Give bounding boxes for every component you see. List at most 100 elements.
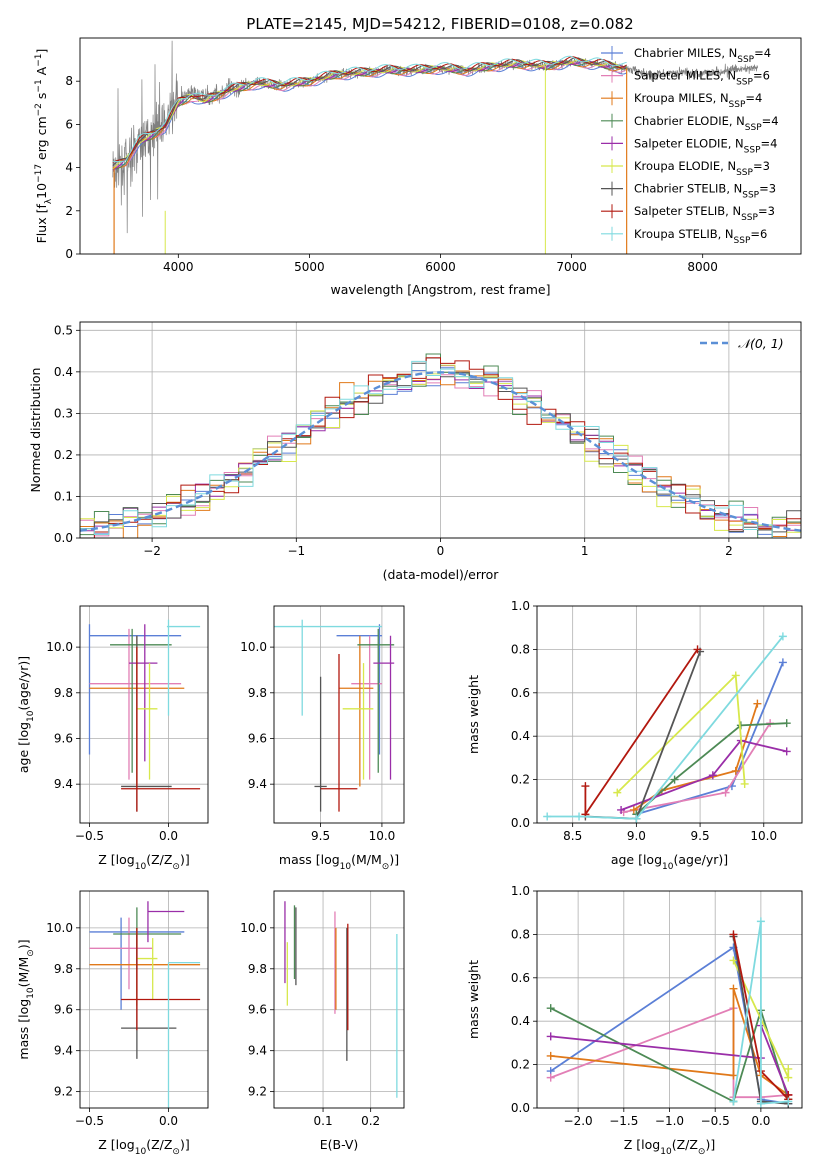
y-tick-label: 0.0 bbox=[54, 531, 73, 545]
x-tick-label: −0.5 bbox=[701, 1114, 730, 1128]
weight-marker bbox=[546, 1004, 555, 1013]
weight-marker bbox=[756, 1099, 765, 1108]
y-tick-label: 9.6 bbox=[54, 1003, 73, 1017]
weight-marker bbox=[613, 788, 622, 797]
data-point-chabrier-stelib bbox=[314, 676, 327, 812]
y-tick-label: 0.6 bbox=[511, 686, 530, 700]
y-tick-label: 9.8 bbox=[54, 962, 73, 976]
legend-entry: Salpeter MILES, NSSP=6 bbox=[634, 69, 770, 88]
x-tick-label: 9.0 bbox=[627, 829, 646, 843]
x-tick-label: −0.5 bbox=[75, 829, 104, 843]
y-tick-label: 8 bbox=[65, 74, 73, 88]
data-point-chabrier-miles bbox=[88, 624, 182, 755]
mass-vs-metallicity-panel: −0.5 0.0 9.2 9.4 9.6 9.8 10.0 Z [log10(Z/Z⊙)] ma… bbox=[16, 890, 209, 1157]
data-point-kroupa-miles bbox=[89, 927, 201, 1006]
weight-marker bbox=[729, 930, 738, 939]
y-tick-label: 0.0 bbox=[511, 816, 530, 830]
weight-marker bbox=[782, 719, 791, 728]
y-tick-label: 9.2 bbox=[248, 1085, 267, 1099]
y-tick-label: 0.2 bbox=[511, 1058, 530, 1072]
x-tick-label: −1.5 bbox=[609, 1114, 638, 1128]
y-tick-label: 0.2 bbox=[511, 773, 530, 787]
model-spectrum-kroupa-stelib bbox=[112, 55, 627, 163]
weight-marker bbox=[729, 1071, 738, 1080]
weight-marker bbox=[629, 805, 638, 814]
y-axis-label: Normed distribution bbox=[28, 368, 43, 493]
weight-marker bbox=[575, 812, 584, 821]
x-axis-label: age [log10(age/yr)] bbox=[611, 852, 728, 872]
weight-series-kroupa-elodie bbox=[729, 956, 793, 1082]
y-axis-label: mass [log10(M/M⊙)] bbox=[16, 939, 36, 1059]
weight-marker bbox=[729, 984, 738, 993]
weight-series-chabrier-stelib bbox=[581, 647, 705, 823]
axes-frame bbox=[273, 890, 405, 1109]
y-tick-label: 0.8 bbox=[511, 642, 530, 656]
figure-title: PLATE=2145, MJD=54212, FIBERID=0108, z=0… bbox=[246, 15, 633, 33]
y-tick-label: 10.0 bbox=[46, 921, 73, 935]
x-axis-label: Z [log10(Z/Z⊙)] bbox=[624, 1137, 715, 1157]
weight-marker bbox=[546, 1032, 555, 1041]
y-tick-label: 1.0 bbox=[511, 599, 530, 613]
model-spectrum-chabrier-stelib bbox=[112, 57, 627, 167]
weight-marker bbox=[731, 671, 740, 680]
model-spectrum-chabrier-elodie bbox=[112, 61, 627, 170]
weight-marker bbox=[708, 771, 717, 780]
weight-marker bbox=[729, 1097, 738, 1106]
weight-marker bbox=[617, 805, 626, 814]
y-tick-label: 10.0 bbox=[46, 640, 73, 654]
model-spectrum-salpeter-elodie bbox=[112, 59, 627, 171]
x-tick-label: 9.5 bbox=[311, 829, 330, 843]
model-spectrum-salpeter-miles bbox=[112, 61, 627, 169]
data-point-salpeter-stelib bbox=[121, 647, 201, 812]
weight-marker bbox=[581, 782, 590, 791]
x-axis-label: mass [log10(M/M⊙)] bbox=[279, 852, 399, 872]
x-tick-label: 0.0 bbox=[751, 1114, 770, 1128]
weight-marker bbox=[778, 632, 787, 641]
weight-series-salpeter-miles bbox=[619, 719, 775, 817]
x-tick-label: −0.5 bbox=[75, 1114, 104, 1128]
age-vs-metallicity-panel: −0.5 0.0 9.4 9.6 9.8 10.0 Z [log10(Z/Z⊙)] age [… bbox=[16, 605, 209, 872]
weight-marker bbox=[784, 1073, 793, 1082]
weight-series-salpeter-stelib bbox=[581, 645, 702, 819]
histogram-salpeter-stelib bbox=[80, 357, 801, 538]
data-point-kroupa-elodie bbox=[342, 663, 374, 780]
data-point-kroupa-stelib bbox=[166, 619, 201, 716]
y-tick-label: 10.0 bbox=[240, 921, 267, 935]
legend-entry: Salpeter ELODIE, NSSP=4 bbox=[634, 136, 777, 155]
axes-frame bbox=[536, 890, 803, 1109]
weight-marker bbox=[782, 747, 791, 756]
y-tick-label: 10.0 bbox=[240, 640, 267, 654]
x-tick-label: −1 bbox=[287, 544, 305, 558]
y-tick-label: 9.6 bbox=[248, 1003, 267, 1017]
spectrum-panel: 4000 5000 6000 7000 8000 0 2 4 6 8 wavelength [Ang… bbox=[34, 37, 802, 297]
x-tick-label: 6000 bbox=[425, 260, 456, 274]
y-tick-label: 9.2 bbox=[54, 1085, 73, 1099]
x-tick-label: 10.0 bbox=[750, 829, 777, 843]
data-point-salpeter-elodie bbox=[128, 624, 158, 762]
weight-line bbox=[547, 635, 784, 820]
data-point-kroupa-stelib bbox=[167, 962, 201, 1108]
x-tick-label: 0.1 bbox=[314, 1114, 333, 1128]
legend-entry: Chabrier STELIB, NSSP=3 bbox=[634, 182, 776, 201]
x-tick-label: 9.5 bbox=[691, 829, 710, 843]
legend-entry: Salpeter STELIB, NSSP=3 bbox=[634, 204, 775, 223]
y-tick-label: 9.8 bbox=[54, 686, 73, 700]
weight-marker bbox=[693, 645, 702, 654]
y-tick-label: 9.8 bbox=[248, 686, 267, 700]
y-tick-label: 0.4 bbox=[511, 1014, 530, 1028]
x-axis-label: wavelength [Angstrom, rest frame] bbox=[330, 282, 550, 297]
data-point-salpeter-elodie bbox=[373, 635, 395, 780]
weight-marker bbox=[546, 1073, 555, 1082]
weight-series-kroupa-stelib bbox=[729, 917, 793, 1108]
y-tick-label: 0.6 bbox=[511, 971, 530, 985]
axes-frame bbox=[79, 37, 802, 255]
x-tick-label: 0.0 bbox=[159, 1114, 178, 1128]
y-tick-label: 2 bbox=[65, 204, 73, 218]
legend-entry: Kroupa STELIB, NSSP=6 bbox=[634, 227, 767, 246]
legend: Chabrier MILES, NSSP=4 Salpeter MILES, NS… bbox=[601, 46, 779, 246]
y-tick-label: 4 bbox=[65, 161, 73, 175]
age-vs-mass-panel: 9.5 10.0 9.4 9.6 9.8 10.0 mass [log10(M/M⊙)] bbox=[240, 605, 405, 872]
weight-line bbox=[732, 921, 789, 1105]
y-tick-label: 9.8 bbox=[248, 962, 267, 976]
